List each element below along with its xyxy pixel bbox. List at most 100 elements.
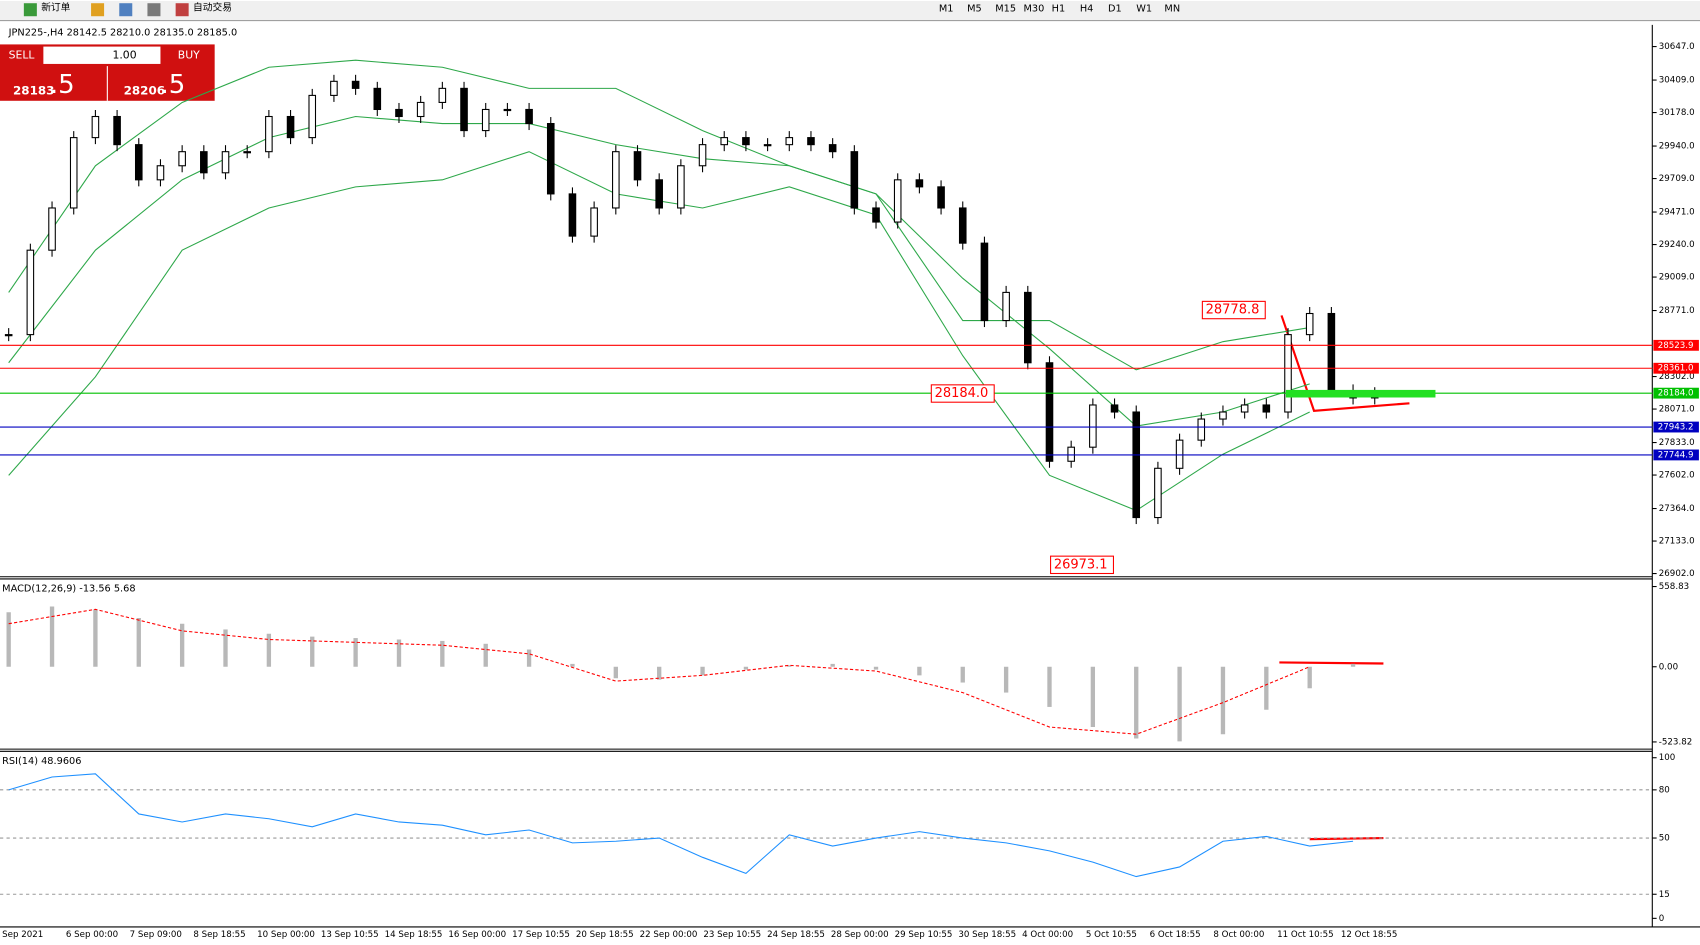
y-tick-label: 29240.0	[1659, 240, 1695, 250]
auto-trade[interactable]: 自动交易	[193, 1, 232, 14]
x-tick-label: 20 Sep 18:55	[576, 930, 634, 940]
candle	[134, 144, 143, 181]
annotation: 28778.8	[1206, 303, 1260, 318]
candle	[763, 144, 772, 147]
candle	[807, 137, 815, 146]
annotation: 26973.1	[1054, 557, 1108, 572]
candle	[91, 115, 100, 139]
new-order-icon[interactable]	[23, 3, 37, 17]
bid-pips[interactable]: .5	[50, 70, 75, 100]
candle	[937, 186, 945, 209]
ask-pips[interactable]: .5	[160, 70, 185, 100]
tool-icon[interactable]	[119, 3, 133, 17]
price-axis	[1652, 24, 1700, 927]
y-tick-label: 27602.0	[1659, 471, 1695, 481]
candle	[48, 207, 56, 251]
y-tick-label: 0.00	[1659, 662, 1678, 672]
trend-arrow	[1279, 661, 1384, 665]
candle	[1240, 404, 1249, 413]
candle	[1197, 418, 1206, 441]
candle	[308, 94, 317, 139]
y-tick-label: 27364.0	[1659, 504, 1695, 514]
candle	[200, 151, 208, 174]
candle	[395, 108, 403, 118]
candle	[373, 87, 382, 111]
y-tick-label: 29009.0	[1659, 273, 1695, 283]
volume[interactable]: 1.00	[112, 48, 136, 61]
level-label: 28361.0	[1658, 364, 1694, 374]
x-tick-label: 6 Oct 18:55	[1150, 930, 1201, 940]
y-tick-label: 80	[1659, 785, 1670, 795]
x-tick-label: 11 Oct 10:55	[1277, 930, 1333, 940]
timeframe-button[interactable]: H4	[1080, 4, 1094, 15]
toolbar	[0, 1, 1700, 21]
candle	[655, 179, 663, 209]
timeframe-button[interactable]: M1	[939, 4, 954, 15]
timeframe-button[interactable]: M15	[995, 4, 1016, 15]
ask-price[interactable]: 28206	[124, 84, 165, 98]
x-tick-label: 6 Sep 00:00	[66, 930, 118, 940]
tool-icon[interactable]	[91, 3, 105, 17]
timeframe-button[interactable]: H1	[1052, 4, 1066, 15]
y-tick-label: 30409.0	[1659, 76, 1695, 86]
x-tick-label: 16 Sep 00:00	[448, 930, 506, 940]
candle	[1262, 404, 1271, 413]
auto-trade-icon[interactable]	[175, 3, 189, 17]
candle	[698, 144, 707, 167]
buy-button[interactable]: BUY	[178, 48, 200, 61]
y-tick-label: 27133.0	[1659, 537, 1695, 547]
candle	[1154, 467, 1162, 519]
timeframe-button[interactable]: MN	[1164, 4, 1180, 15]
candle	[720, 137, 729, 146]
y-tick-label: 29709.0	[1659, 174, 1695, 184]
candle	[612, 151, 620, 209]
candle	[872, 207, 880, 223]
candle	[915, 179, 924, 188]
rsi-line	[8, 773, 1354, 878]
candle	[438, 87, 447, 103]
candle	[178, 151, 186, 167]
y-tick-label: 27833.0	[1659, 438, 1695, 448]
tool-icon[interactable]	[147, 3, 161, 17]
timeframe-button[interactable]: M5	[967, 4, 982, 15]
y-tick-label: -523.82	[1659, 737, 1692, 747]
candle	[113, 115, 121, 146]
candle	[742, 137, 750, 146]
x-tick-label: 22 Sep 00:00	[640, 930, 698, 940]
y-tick-label: 0	[1659, 914, 1665, 924]
level-tag	[1653, 362, 1699, 374]
sell-button[interactable]: SELL	[9, 48, 35, 61]
candle	[1024, 291, 1032, 364]
support-zone	[1285, 389, 1436, 398]
new-order[interactable]: 新订单	[41, 1, 70, 14]
annotation-box	[1050, 555, 1114, 575]
candle	[1089, 404, 1097, 448]
y-tick-label: 558.83	[1659, 582, 1689, 592]
bid-price[interactable]: 28183	[13, 84, 54, 98]
x-tick-label: 4 Oct 00:00	[1022, 930, 1073, 940]
x-tick-label: 8 Oct 00:00	[1213, 930, 1264, 940]
y-tick-label: 28302.0	[1659, 372, 1695, 382]
timeframe-button[interactable]: M30	[1023, 4, 1044, 15]
candle	[980, 242, 989, 322]
candle	[286, 115, 295, 139]
x-tick-label: 8 Sep 18:55	[193, 930, 245, 940]
candle	[677, 165, 685, 209]
x-tick-label: Sep 2021	[2, 930, 43, 940]
candle	[1045, 362, 1054, 462]
candle	[351, 80, 360, 89]
annotation-box	[930, 384, 995, 403]
candle	[243, 151, 251, 154]
x-tick-label: 5 Oct 10:55	[1086, 930, 1137, 940]
candle	[525, 108, 533, 125]
volume-box[interactable]	[43, 46, 161, 64]
timeframe-button[interactable]: D1	[1108, 4, 1122, 15]
x-tick-label: 23 Sep 10:55	[703, 930, 761, 940]
x-tick-label: 28 Sep 00:00	[831, 930, 889, 940]
annotation: 28184.0	[935, 386, 989, 401]
timeframe-button[interactable]: W1	[1136, 4, 1152, 15]
candle	[1327, 312, 1336, 392]
candle	[568, 193, 577, 237]
candle	[850, 151, 859, 209]
